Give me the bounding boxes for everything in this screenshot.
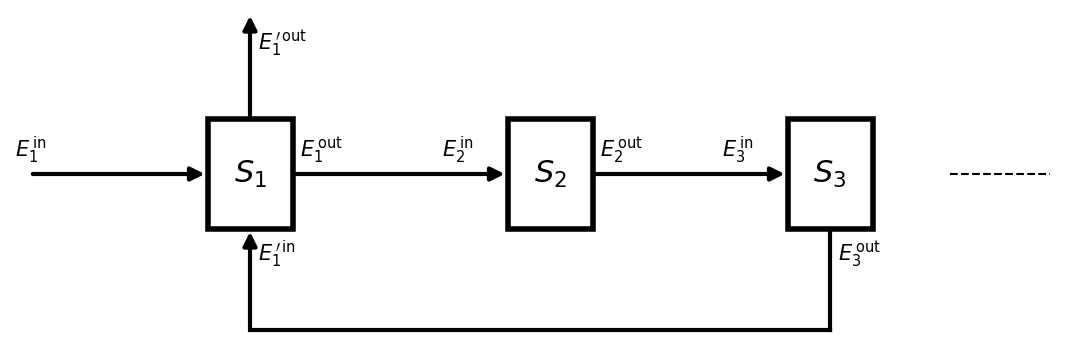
Text: $E_1^{\,\mathrm{in}}$: $E_1^{\,\mathrm{in}}$ (15, 135, 46, 166)
Text: $E_1^{\,\mathrm{out}}$: $E_1^{\,\mathrm{out}}$ (300, 135, 343, 166)
Text: $E_3^{\,\mathrm{out}}$: $E_3^{\,\mathrm{out}}$ (838, 239, 880, 270)
Bar (207, 119, 293, 229)
Text: $E_2^{\,\mathrm{out}}$: $E_2^{\,\mathrm{out}}$ (601, 135, 643, 166)
Text: $E_3^{\,\mathrm{in}}$: $E_3^{\,\mathrm{in}}$ (723, 135, 753, 166)
Text: $S_1$: $S_1$ (234, 158, 266, 190)
Bar (508, 119, 593, 229)
Text: $E_1^{\,\prime\,\mathrm{out}}$: $E_1^{\,\prime\,\mathrm{out}}$ (258, 28, 307, 59)
Text: $E_2^{\,\mathrm{in}}$: $E_2^{\,\mathrm{in}}$ (442, 135, 474, 166)
Text: $E_1^{\,\prime\,\mathrm{in}}$: $E_1^{\,\prime\,\mathrm{in}}$ (258, 239, 296, 270)
Text: $S_2$: $S_2$ (534, 158, 567, 190)
Text: $S_3$: $S_3$ (814, 158, 846, 190)
Bar (787, 119, 873, 229)
